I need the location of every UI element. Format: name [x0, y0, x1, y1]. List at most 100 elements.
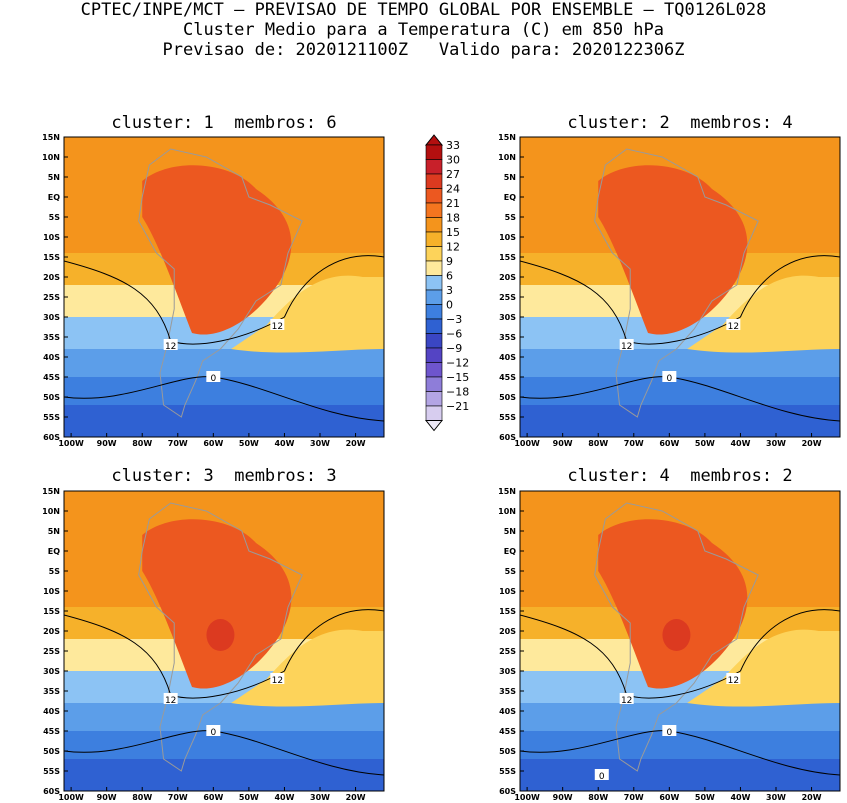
contour-12: [64, 609, 384, 699]
lat-tick-label: 15N: [42, 133, 60, 142]
lon-tick-label: 20W: [802, 439, 822, 448]
lat-tick-label: 40S: [43, 707, 60, 716]
contour-label-box: [726, 673, 741, 684]
colorbar-box: [425, 405, 443, 421]
colorbar-label: 27: [446, 168, 460, 181]
lat-tick-label: 15S: [499, 607, 516, 616]
contour-label-box: [206, 371, 221, 382]
colorbar-box: [425, 376, 443, 392]
lat-tick-label: 20S: [499, 627, 516, 636]
colorbar-box: [425, 362, 443, 378]
colorbar-label: 30: [446, 154, 460, 167]
lat-tick-label: 30S: [43, 667, 60, 676]
header-line-3: Previsao de: 2020121100Z Valido para: 20…: [162, 40, 685, 60]
lat-tick-label: 15S: [43, 253, 60, 262]
lat-tick-label: 50S: [43, 747, 60, 756]
lon-tick-label: 30W: [310, 439, 330, 448]
lat-tick-label: EQ: [48, 547, 60, 556]
colorbar-box: [425, 304, 443, 320]
contour-12: [64, 255, 384, 345]
map-frame: [63, 490, 385, 792]
map-frame: [519, 490, 841, 792]
temperature-band: [520, 349, 840, 377]
temperature-band: [520, 703, 840, 731]
lon-tick-label: 50W: [695, 439, 715, 448]
lon-tick-label: 100W: [58, 793, 84, 802]
lon-tick-label: 70W: [168, 793, 188, 802]
colorbar-box: [425, 173, 443, 189]
map-panel-1: 12 12 0 15N 10N 5N EQ 5S 10S 15S 20S 25S 30S 35S 40S 45…: [42, 133, 385, 448]
lat-tick-label: 10S: [499, 233, 516, 242]
lon-tick-label: 20W: [802, 793, 822, 802]
lat-tick-label: EQ: [48, 193, 60, 202]
lat-tick-label: 20S: [43, 627, 60, 636]
lat-tick-label: 45S: [499, 727, 516, 736]
lat-tick-label: 55S: [499, 767, 516, 776]
contour-label: 12: [728, 322, 739, 332]
lat-tick-label: 30S: [43, 313, 60, 322]
colorbar-label: −12: [446, 357, 469, 370]
lat-tick-label: 35S: [499, 333, 516, 342]
lon-tick-label: 90W: [553, 439, 573, 448]
temperature-band: [64, 703, 384, 731]
lat-tick-label: 10S: [43, 233, 60, 242]
lat-tick-label: 15N: [498, 133, 516, 142]
contour-label: 12: [165, 342, 176, 352]
lon-tick-label: 70W: [624, 439, 644, 448]
contour-label-box: [206, 725, 221, 736]
lon-tick-label: 60W: [203, 439, 223, 448]
hot-continent-region: [142, 165, 292, 335]
contour-label-box: [163, 339, 178, 350]
lon-tick-label: 80W: [132, 439, 152, 448]
contour-label: 12: [272, 322, 283, 332]
hot-continent-region: [598, 519, 748, 689]
lat-tick-label: 40S: [499, 353, 516, 362]
panel-title-4: cluster: 4 membros: 2: [567, 466, 793, 486]
contour-label: 0: [210, 728, 216, 738]
lat-tick-label: 10S: [43, 587, 60, 596]
map-panel-2: 12 12 0 15N 10N 5N EQ 5S 10S 15S 20S 25S 30S 35S 40S 45…: [498, 133, 841, 448]
lat-tick-label: 45S: [43, 727, 60, 736]
colorbar-label: 21: [446, 197, 460, 210]
lat-tick-label: 25S: [499, 647, 516, 656]
lat-tick-label: 45S: [43, 373, 60, 382]
lat-tick-label: 5S: [49, 567, 61, 576]
temperature-band: [520, 759, 840, 791]
temperature-band: [64, 759, 384, 791]
lon-tick-label: 50W: [239, 793, 259, 802]
map-frame: [519, 136, 841, 438]
hot-continent-region: [142, 519, 292, 689]
lon-tick-label: 100W: [514, 793, 540, 802]
lat-tick-label: 5N: [504, 173, 516, 182]
colorbar-label: −21: [446, 400, 469, 413]
lat-tick-label: 15S: [43, 607, 60, 616]
lat-tick-label: 5N: [48, 173, 60, 182]
lon-tick-label: 20W: [346, 439, 366, 448]
colorbar-label: 9: [446, 255, 453, 268]
colorbar-label: 12: [446, 241, 460, 254]
colorbar-box: [425, 289, 443, 305]
lat-tick-label: 35S: [43, 333, 60, 342]
contour-label: 0: [666, 728, 672, 738]
colorbar-label: 3: [446, 284, 453, 297]
warm-tongue-region: [687, 275, 840, 353]
contour-label-box: [619, 339, 634, 350]
lon-tick-label: 60W: [659, 793, 679, 802]
lon-tick-label: 80W: [588, 439, 608, 448]
coastline: [594, 502, 759, 772]
colorbar-box: [425, 202, 443, 218]
lat-tick-label: 5N: [504, 527, 516, 536]
lon-tick-label: 40W: [274, 793, 294, 802]
lat-tick-label: EQ: [504, 193, 516, 202]
contour-label: 12: [272, 676, 283, 686]
lat-tick-label: 25S: [43, 293, 60, 302]
warm-tongue-region: [231, 275, 384, 353]
lon-tick-label: 40W: [730, 793, 750, 802]
lat-tick-label: 5S: [505, 567, 517, 576]
lat-tick-label: EQ: [504, 547, 516, 556]
lon-tick-label: 70W: [624, 793, 644, 802]
colorbar-box: [425, 231, 443, 247]
lat-tick-label: 30S: [499, 667, 516, 676]
